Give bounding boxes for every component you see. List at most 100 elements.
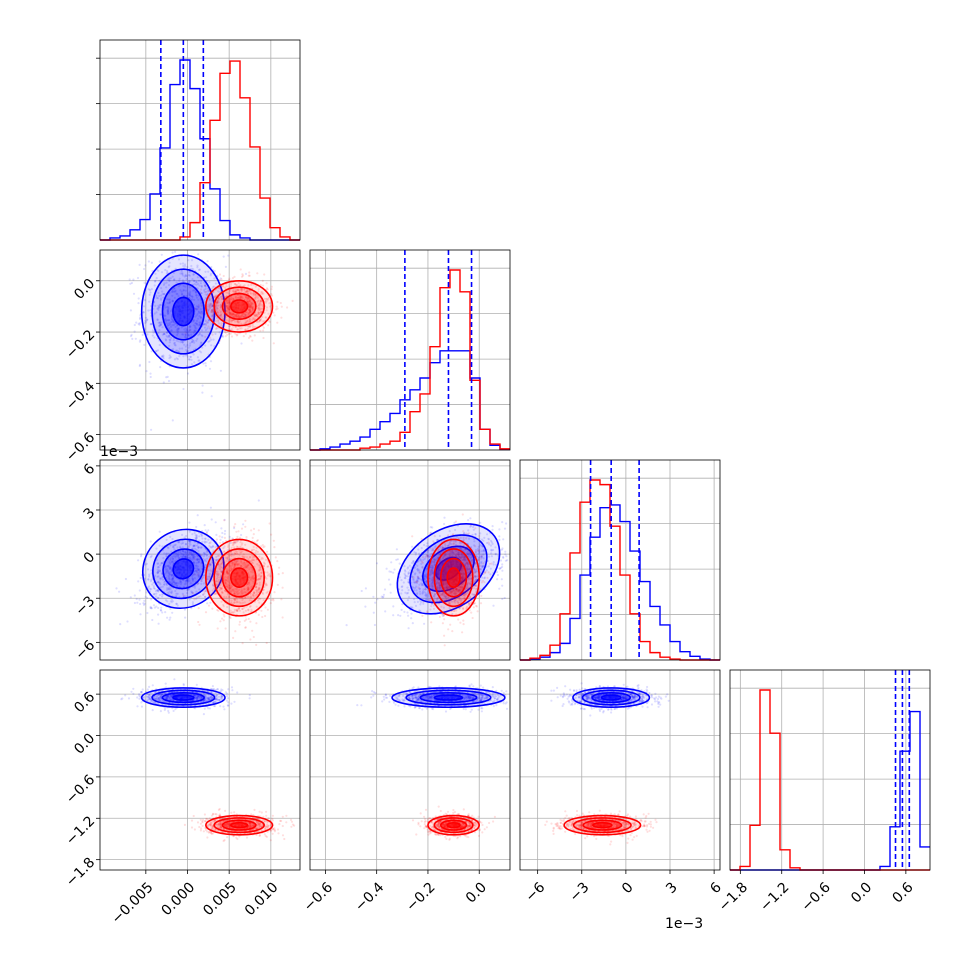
sample-point-blue bbox=[204, 344, 207, 347]
sample-point-blue bbox=[213, 277, 216, 280]
sample-point-red bbox=[276, 560, 279, 563]
sample-point-red bbox=[281, 572, 284, 575]
sample-point-blue bbox=[166, 271, 169, 274]
sample-point-blue bbox=[183, 328, 186, 331]
sample-point-blue bbox=[181, 279, 185, 282]
sample-point-blue bbox=[203, 323, 206, 326]
sample-point-blue bbox=[206, 290, 209, 293]
sample-point-red bbox=[223, 519, 226, 522]
sample-point-blue bbox=[188, 521, 191, 524]
sample-point-blue bbox=[152, 331, 155, 334]
sample-point-blue bbox=[135, 321, 138, 324]
sample-point-blue bbox=[166, 312, 169, 315]
sample-point-blue bbox=[177, 285, 180, 288]
sample-point-blue bbox=[175, 281, 178, 284]
sample-point-blue bbox=[168, 265, 171, 268]
sample-point-blue bbox=[244, 314, 247, 317]
sample-point-blue bbox=[188, 274, 191, 277]
sample-point-red bbox=[241, 273, 244, 276]
sample-point-red bbox=[222, 619, 225, 622]
sample-point-blue bbox=[165, 286, 168, 289]
sample-point-blue bbox=[208, 367, 212, 370]
sample-point-blue bbox=[168, 322, 171, 325]
sample-point-blue bbox=[168, 279, 171, 282]
sample-point-blue bbox=[150, 607, 153, 610]
sample-point-red bbox=[224, 335, 227, 338]
sample-point-red bbox=[218, 273, 222, 276]
sample-point-blue bbox=[398, 562, 401, 565]
sample-point-blue bbox=[227, 254, 230, 257]
sample-point-blue bbox=[168, 261, 171, 264]
sample-point-blue bbox=[389, 583, 392, 586]
sample-point-blue bbox=[179, 272, 182, 275]
sample-point-blue bbox=[178, 355, 181, 358]
sample-point-blue bbox=[199, 308, 202, 311]
sample-point-blue bbox=[193, 289, 196, 292]
sample-point-red bbox=[197, 620, 200, 624]
sample-point-red bbox=[441, 622, 444, 625]
sample-point-blue bbox=[143, 343, 146, 346]
sample-point-blue bbox=[166, 319, 169, 322]
sample-point-blue bbox=[244, 272, 248, 275]
sample-point-blue bbox=[210, 344, 213, 347]
sample-point-blue bbox=[133, 601, 136, 605]
sample-point-blue bbox=[189, 328, 192, 332]
sample-point-blue bbox=[203, 289, 206, 292]
sample-point-blue bbox=[206, 327, 209, 330]
sample-point-blue bbox=[197, 311, 200, 314]
sample-point-blue bbox=[177, 350, 180, 353]
sample-point-blue bbox=[191, 278, 194, 281]
sample-point-blue bbox=[213, 269, 216, 273]
sample-point-blue bbox=[191, 295, 194, 298]
sample-point-blue bbox=[172, 321, 175, 324]
sample-point-blue bbox=[197, 268, 201, 271]
sample-point-blue bbox=[496, 578, 499, 581]
sample-point-red bbox=[222, 613, 225, 616]
sample-point-blue bbox=[364, 587, 367, 590]
sample-point-blue bbox=[199, 321, 202, 324]
sample-point-blue bbox=[145, 591, 148, 594]
sample-point-blue bbox=[167, 309, 170, 312]
sample-point-blue bbox=[219, 369, 222, 372]
sample-point-red bbox=[281, 616, 284, 619]
sample-point-blue bbox=[209, 272, 212, 275]
sample-point-blue bbox=[149, 291, 152, 294]
sample-point-red bbox=[451, 630, 454, 633]
sample-point-blue bbox=[221, 536, 224, 539]
sample-point-blue bbox=[167, 319, 170, 322]
sample-point-blue bbox=[136, 276, 140, 280]
sample-point-blue bbox=[171, 324, 174, 327]
sample-point-blue bbox=[168, 277, 171, 280]
histogram-red-param-0 bbox=[100, 60, 300, 241]
sample-point-blue bbox=[143, 267, 146, 271]
sample-point-blue bbox=[185, 294, 189, 297]
sample-point-blue bbox=[169, 325, 173, 328]
sample-point-red bbox=[268, 320, 271, 324]
sample-point-blue bbox=[187, 346, 190, 349]
sample-point-blue bbox=[177, 294, 180, 298]
sample-point-blue bbox=[223, 532, 226, 536]
sample-point-blue bbox=[157, 307, 160, 310]
sample-point-red bbox=[411, 535, 414, 538]
sample-point-blue bbox=[206, 260, 209, 263]
sample-point-blue bbox=[164, 321, 167, 324]
sample-point-blue bbox=[166, 301, 169, 305]
sample-point-blue bbox=[168, 279, 171, 282]
sample-point-blue bbox=[156, 307, 159, 310]
sample-point-blue bbox=[188, 326, 191, 329]
sample-point-blue bbox=[167, 302, 171, 305]
sample-point-red bbox=[276, 583, 279, 587]
sample-point-blue bbox=[169, 616, 172, 619]
sample-point-red bbox=[259, 329, 262, 332]
sample-point-blue bbox=[205, 276, 208, 279]
sample-point-blue bbox=[204, 285, 207, 288]
sample-point-blue bbox=[222, 255, 225, 258]
sample-point-blue bbox=[195, 305, 198, 308]
sample-point-blue bbox=[190, 259, 194, 262]
sample-point-blue bbox=[194, 290, 197, 293]
sample-point-blue bbox=[153, 280, 157, 283]
sample-point-blue bbox=[197, 310, 200, 313]
sample-point-blue bbox=[142, 311, 145, 314]
sample-point-blue bbox=[153, 284, 156, 287]
sample-point-blue bbox=[212, 338, 215, 341]
